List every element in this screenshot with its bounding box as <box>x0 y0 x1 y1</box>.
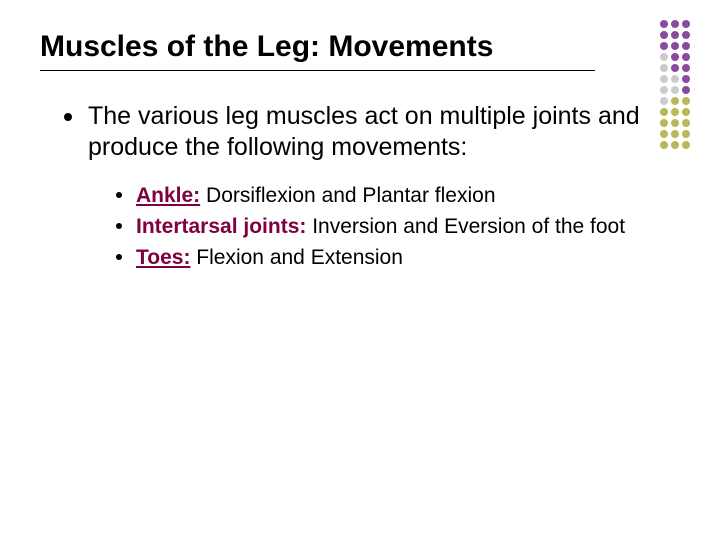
bullet-icon <box>116 192 122 198</box>
content-area: The various leg muscles act on multiple … <box>40 101 680 271</box>
item-desc: Dorsiflexion and Plantar flexion <box>200 184 495 207</box>
list-item: Toes: Flexion and Extension <box>116 244 680 271</box>
slide: Muscles of the Leg: Movements The variou… <box>0 0 720 540</box>
list-item: Intertarsal joints: Inversion and Eversi… <box>116 213 680 240</box>
movements-list: Ankle: Dorsiflexion and Plantar flexion … <box>64 182 680 272</box>
item-label: Ankle: <box>136 184 200 207</box>
list-item-text: Ankle: Dorsiflexion and Plantar flexion <box>136 182 496 209</box>
list-item-text: Toes: Flexion and Extension <box>136 244 403 271</box>
item-label: Intertarsal joints: <box>136 215 306 238</box>
item-desc: Inversion and Eversion of the foot <box>306 215 625 238</box>
bullet-icon <box>116 223 122 229</box>
bullet-icon <box>64 113 72 121</box>
item-desc: Flexion and Extension <box>190 246 402 269</box>
item-label: Toes: <box>136 246 190 269</box>
intro-text: The various leg muscles act on multiple … <box>88 101 680 164</box>
bullet-icon <box>116 254 122 260</box>
title-underline <box>40 70 595 71</box>
list-item: Ankle: Dorsiflexion and Plantar flexion <box>116 182 680 209</box>
list-item-text: Intertarsal joints: Inversion and Eversi… <box>136 213 625 240</box>
slide-title: Muscles of the Leg: Movements <box>40 30 680 64</box>
decorative-dots <box>660 20 690 149</box>
intro-item: The various leg muscles act on multiple … <box>64 101 680 164</box>
